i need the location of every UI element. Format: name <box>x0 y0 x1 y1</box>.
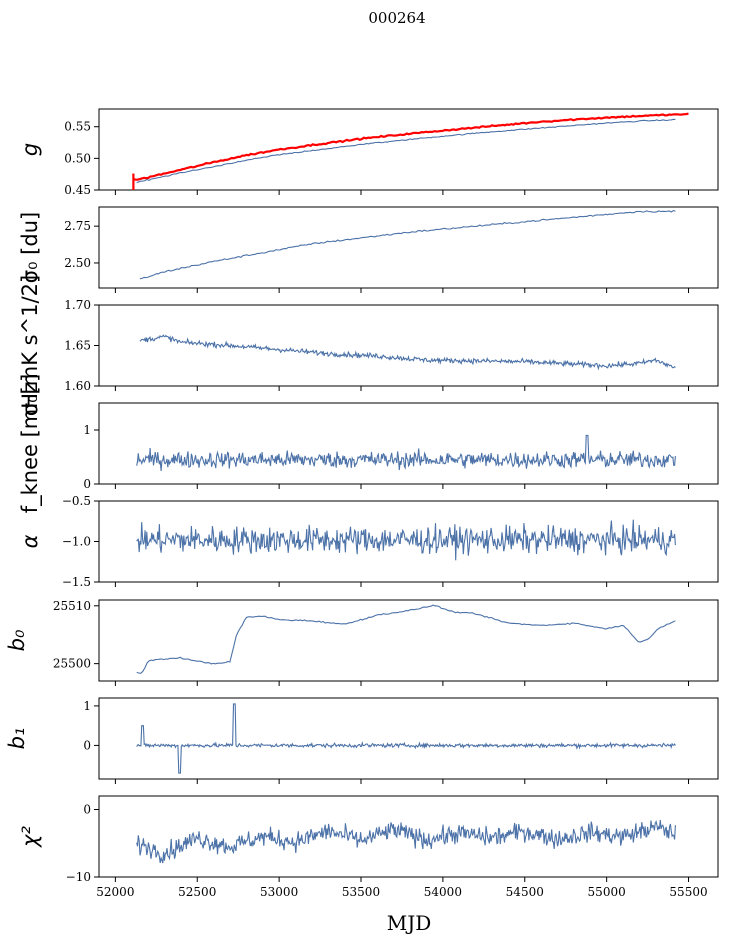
y-tick-label: 1.60 <box>64 379 91 393</box>
series-line-1 <box>136 703 676 774</box>
axes-frame <box>98 108 719 191</box>
y-tick-label: 0 <box>83 803 91 817</box>
series-line-1 <box>139 334 676 371</box>
series-line-1 <box>139 209 676 280</box>
y-tick-label: 2.75 <box>64 219 91 233</box>
axes-frame <box>98 206 719 289</box>
y-tick-label: 1.70 <box>64 298 91 312</box>
y-axis-label: g <box>18 143 42 156</box>
y-axis-label: χ² <box>18 826 42 848</box>
y-axis-label: f_knee [mHz] <box>18 374 43 514</box>
y-tick-label: 25500 <box>53 657 91 671</box>
subplot-2: 2.50 2.75 σ₀ [du] <box>18 206 719 293</box>
x-tick-label: 52500 <box>178 885 216 899</box>
y-tick-label: 0.50 <box>64 151 91 165</box>
x-tick-label: 53500 <box>342 885 380 899</box>
y-tick-label: 0.45 <box>64 183 91 197</box>
subplot-stack: 0.45 0.50 0.55 g 2.50 2.75 σ₀ [du] 1.60 1.65 1.70… <box>5 108 719 899</box>
series-line-1 <box>136 604 676 674</box>
y-axis-label: σ₀ [du] <box>18 212 42 283</box>
axes-frame <box>98 795 719 878</box>
subplot-3: 1.60 1.65 1.70 σ₀[mK s^1/2] <box>18 275 719 416</box>
y-tick-label: −10 <box>66 870 91 884</box>
x-tick-label: 52000 <box>96 885 134 899</box>
y-tick-label: −1.0 <box>62 535 91 549</box>
y-axis-label: α <box>18 534 42 548</box>
axes-frame <box>98 599 719 682</box>
series-line-1 <box>136 434 676 471</box>
axes-frame <box>98 402 719 485</box>
x-tick-label: 54000 <box>424 885 462 899</box>
y-tick-label: 2.50 <box>64 256 91 270</box>
y-axis-label: b₁ <box>5 728 29 750</box>
y-tick-label: 0 <box>83 738 91 752</box>
x-tick-label: 55500 <box>669 885 707 899</box>
y-tick-label: −1.5 <box>62 575 91 589</box>
series-line-1 <box>136 819 676 864</box>
y-axis-label: σ₀[mK s^1/2] <box>18 275 42 416</box>
x-axis-label: MJD <box>387 911 432 935</box>
subplot-7: 0 1 b₁ <box>5 697 719 784</box>
x-tick-label: 53000 <box>260 885 298 899</box>
subplot-1: 0.45 0.50 0.55 g <box>18 108 719 197</box>
series-line-2 <box>133 112 689 181</box>
subplot-8: −10 0 52000 52500 53000 53500 54000 54500 55000 5… <box>18 795 719 899</box>
series-line-1 <box>136 118 676 184</box>
y-tick-label: 1 <box>83 423 91 437</box>
subplot-4: 0 1 f_knee [mHz] <box>18 374 719 514</box>
y-tick-label: 1 <box>83 699 91 713</box>
figure-title: 000264 <box>368 9 425 27</box>
y-tick-label: 0 <box>83 477 91 491</box>
y-tick-label: 0.55 <box>64 120 91 134</box>
axes-frame <box>98 304 719 387</box>
y-axis-label: b₀ <box>5 629 29 651</box>
subplot-6: 25500 25510 b₀ <box>5 599 719 686</box>
axes-frame <box>98 697 719 780</box>
y-tick-label: 1.65 <box>64 339 91 353</box>
x-tick-label: 55000 <box>588 885 626 899</box>
y-tick-label: 25510 <box>53 599 91 613</box>
subplot-5: −1.5 −1.0 −0.5 α <box>18 494 719 589</box>
y-tick-label: −0.5 <box>62 494 91 508</box>
x-tick-label: 54500 <box>506 885 544 899</box>
series-line-1 <box>136 519 676 561</box>
